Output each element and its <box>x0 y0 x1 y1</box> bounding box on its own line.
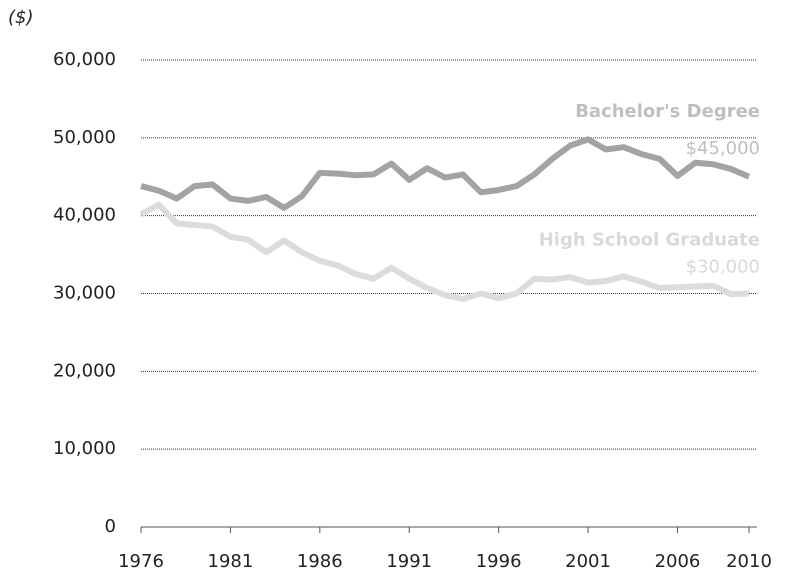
x-tick-label: 1986 <box>297 551 343 572</box>
y-tick-label: 10,000 <box>53 438 116 459</box>
x-tick-label: 1996 <box>476 551 522 572</box>
series-line <box>139 201 750 302</box>
x-tick-label: 2006 <box>655 551 701 572</box>
y-tick-label: 30,000 <box>53 283 116 304</box>
x-tick-label: 2010 <box>726 551 772 572</box>
x-tick-label: 2001 <box>565 551 611 572</box>
y-axis-label: ($) <box>8 7 34 28</box>
series-label: High School Graduate <box>539 230 760 251</box>
x-tick-label: 1981 <box>208 551 254 572</box>
series-line <box>140 136 751 211</box>
y-tick-label: 20,000 <box>53 360 116 381</box>
y-tick-label: 60,000 <box>53 49 116 70</box>
y-tick-label: 50,000 <box>53 127 116 148</box>
x-tick-label: 1976 <box>118 551 164 572</box>
value-label: $45,000 <box>686 138 760 159</box>
y-tick-label: 0 <box>105 516 116 537</box>
x-tick-label: 1991 <box>386 551 432 572</box>
y-tick-label: 40,000 <box>53 205 116 226</box>
value-label: $30,000 <box>686 257 760 278</box>
series-label: Bachelor's Degree <box>575 101 760 122</box>
